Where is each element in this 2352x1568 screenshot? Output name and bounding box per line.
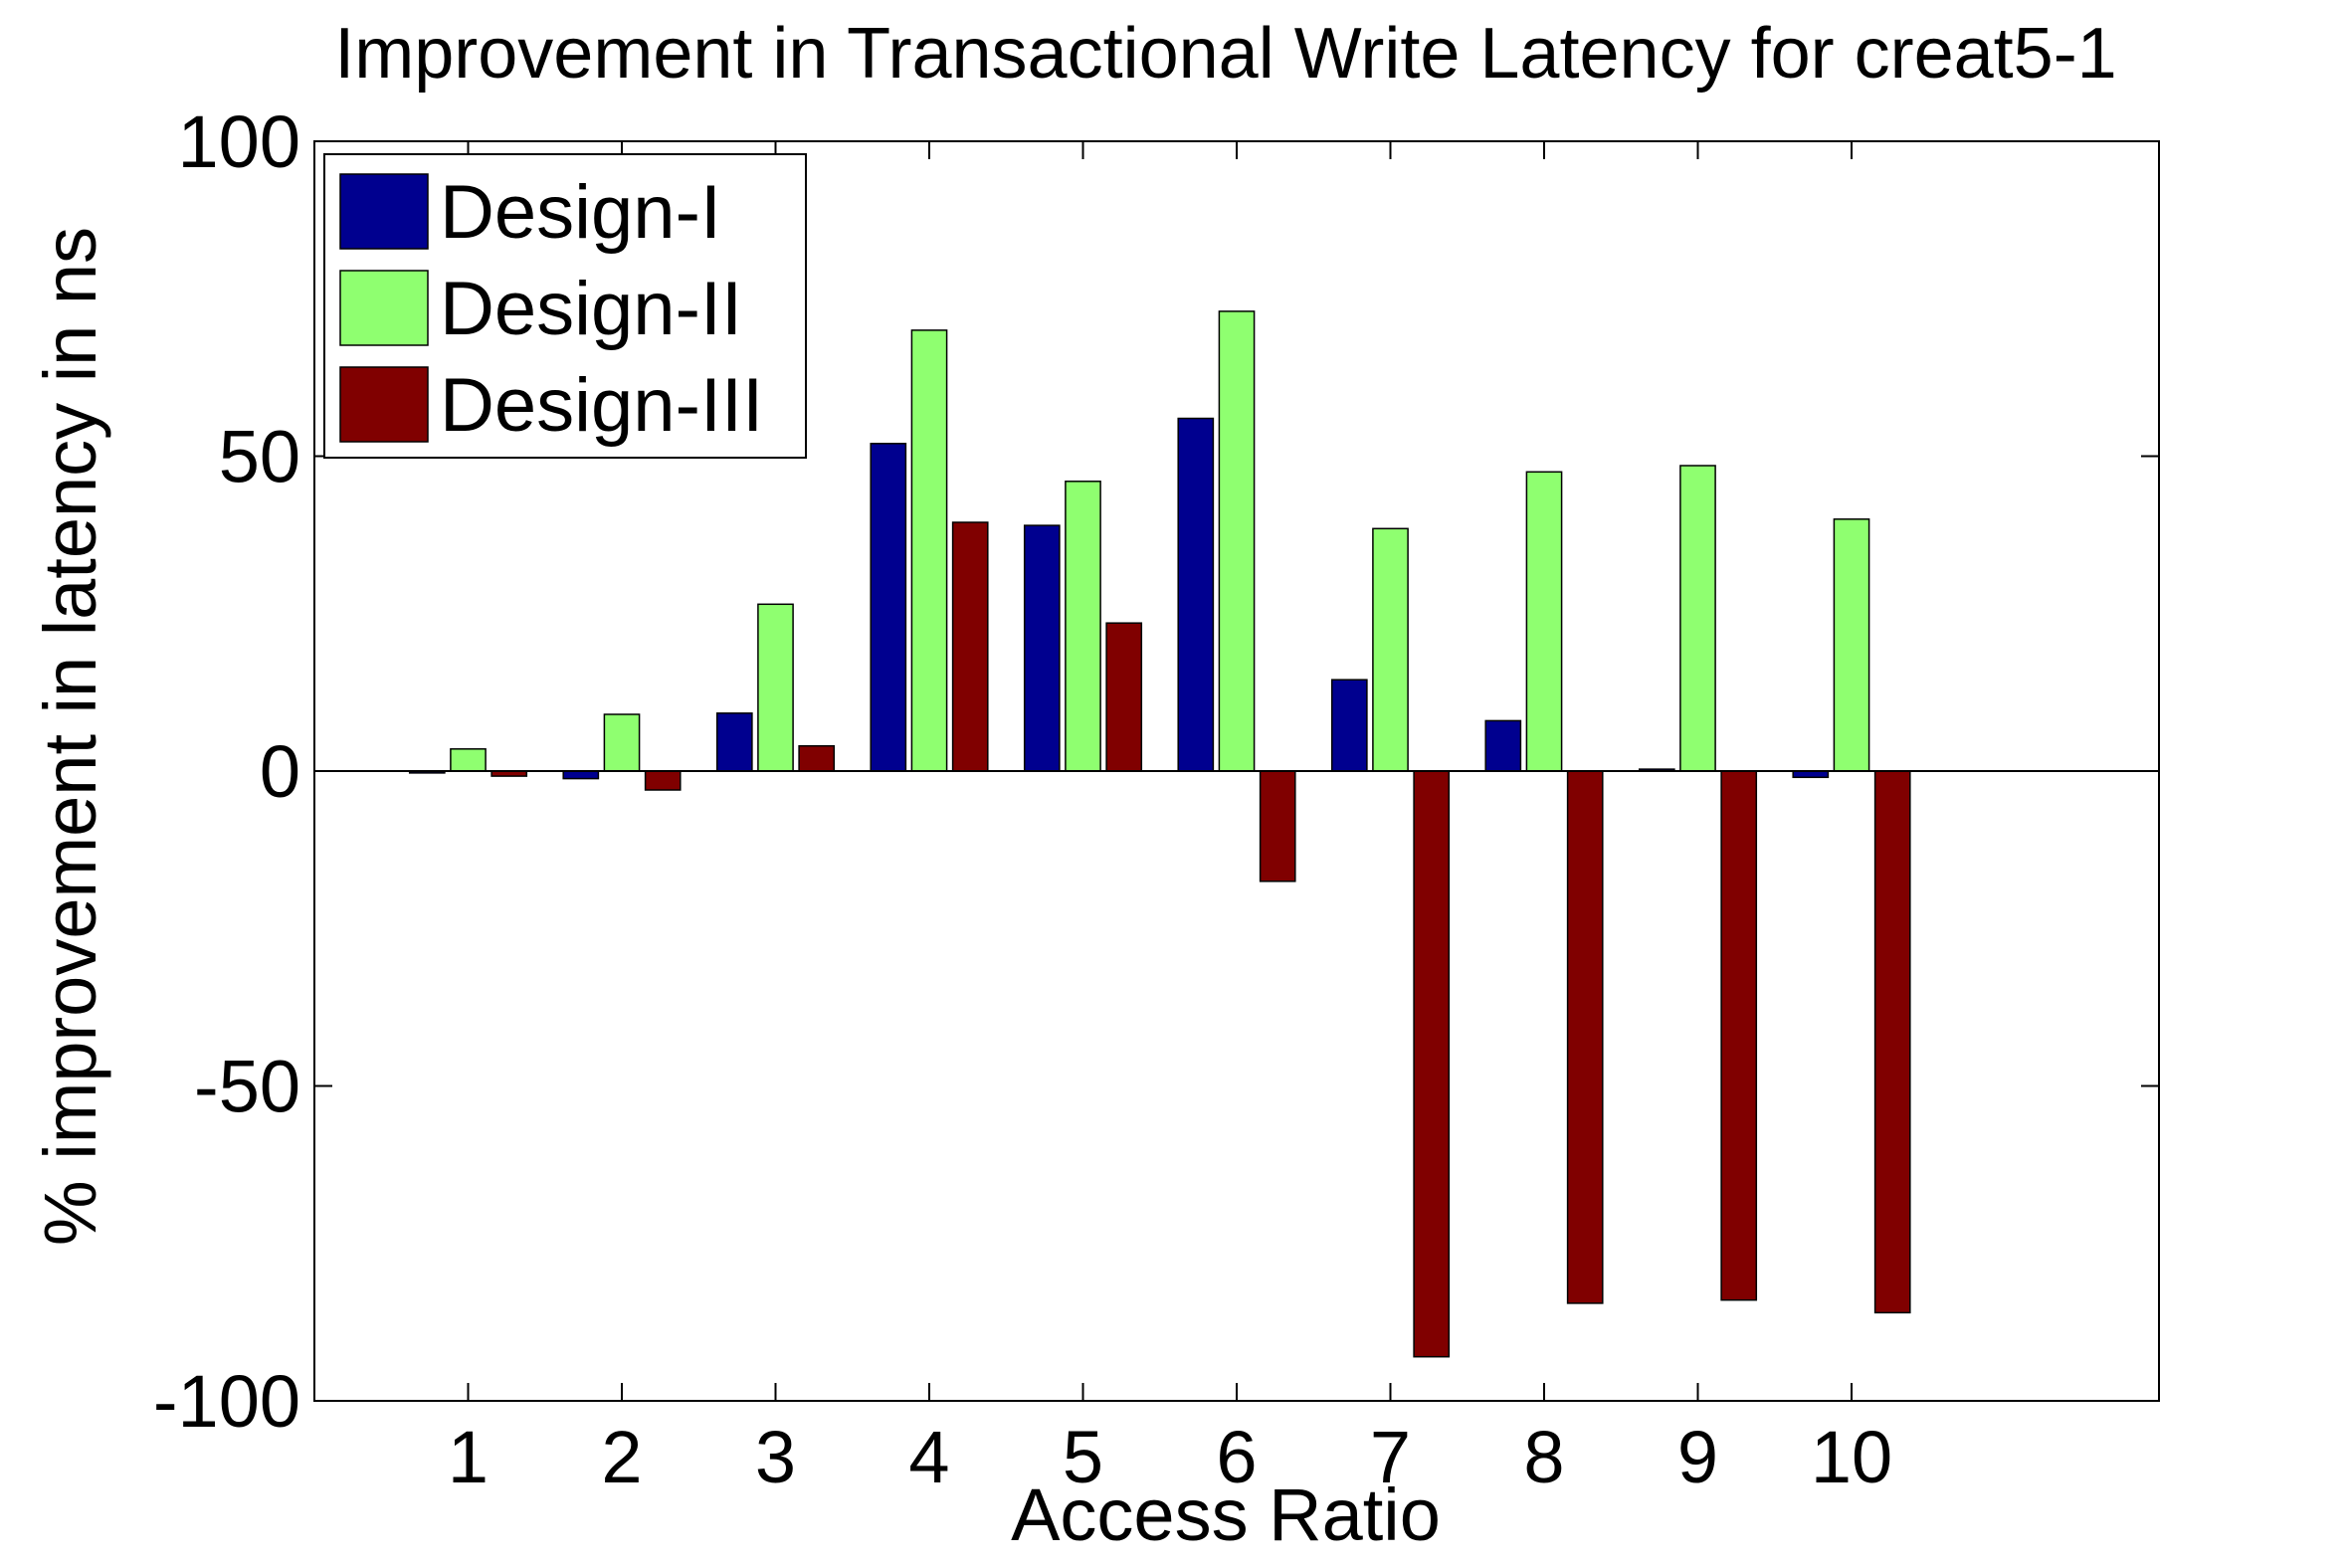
bar-design-iii-6 [1259, 770, 1296, 882]
bar-design-iii-2 [644, 770, 682, 791]
x-tick-label: 9 [1677, 1416, 1718, 1498]
legend-label-design-iii: Design-III [440, 363, 763, 448]
bar-design-i-2 [562, 770, 600, 780]
legend-swatch-design-iii [339, 366, 429, 443]
x-tick-label: 6 [1216, 1416, 1257, 1498]
ticks-layer: 1 2 3 4 5 6 7 8 9 10 -100 -50 0 50 100 [153, 100, 2159, 1498]
bar-design-ii-6 [1218, 310, 1256, 772]
legend-swatch-design-i [339, 173, 429, 250]
bar-design-ii-2 [603, 713, 641, 772]
bar-design-iii-5 [1105, 622, 1143, 772]
x-tick-label: 3 [755, 1416, 796, 1498]
y-tick-label: 0 [260, 730, 300, 813]
x-tick-label: 4 [908, 1416, 949, 1498]
bar-design-i-6 [1177, 417, 1215, 772]
bar-design-iii-10 [1873, 770, 1911, 1314]
legend-label-design-ii: Design-II [440, 267, 742, 351]
bar-design-i-4 [870, 443, 907, 772]
bar-design-iii-8 [1566, 770, 1604, 1304]
x-tick-label: 1 [448, 1416, 489, 1498]
y-tick-label: -50 [194, 1046, 300, 1128]
legend: Design-I Design-II Design-III [323, 153, 807, 459]
bar-design-iii-7 [1413, 770, 1451, 1358]
x-axis-label: Access Ratio [1011, 1473, 1441, 1556]
bar-design-i-3 [715, 712, 753, 772]
bar-design-ii-9 [1679, 465, 1716, 772]
bar-design-i-8 [1484, 719, 1522, 772]
bar-design-ii-10 [1833, 518, 1870, 772]
bar-design-i-7 [1330, 679, 1368, 772]
x-tick-label: 5 [1063, 1416, 1103, 1498]
bar-design-ii-7 [1372, 527, 1409, 772]
x-tick-label: 10 [1811, 1416, 1892, 1498]
bar-design-iii-3 [798, 744, 836, 772]
bar-design-iii-4 [951, 521, 989, 772]
y-axis-label: % improvement in latency in ns [29, 227, 111, 1246]
chart-title: Improvement in Transactional Write Laten… [334, 14, 2116, 94]
y-tick-label: -100 [153, 1360, 300, 1443]
legend-swatch-design-ii [339, 270, 429, 346]
bar-design-i-5 [1023, 524, 1061, 772]
bar-design-ii-8 [1525, 471, 1563, 772]
bar-design-ii-1 [450, 748, 487, 772]
x-tick-label: 2 [601, 1416, 642, 1498]
plot-frame [313, 140, 2160, 1402]
x-tick-label: 7 [1370, 1416, 1411, 1498]
bar-design-ii-3 [757, 603, 794, 772]
y-tick-label: 50 [219, 416, 300, 498]
bar-design-iii-9 [1720, 770, 1758, 1301]
bar-design-ii-4 [910, 329, 948, 772]
legend-label-design-i: Design-I [440, 170, 721, 255]
bar-design-ii-5 [1065, 481, 1101, 772]
y-tick-label: 100 [178, 100, 300, 183]
x-tick-label: 8 [1523, 1416, 1564, 1498]
